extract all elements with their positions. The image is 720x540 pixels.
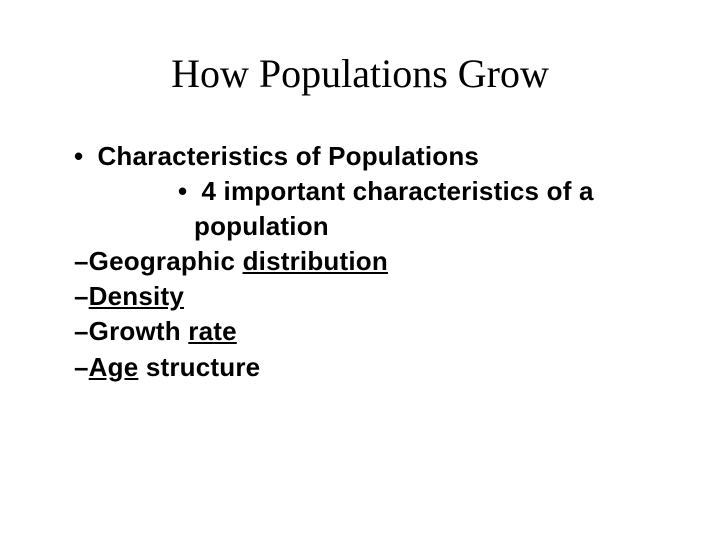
- dash-item-2: –Density: [62, 279, 670, 314]
- bullet-level2: 4 important characteristics of a populat…: [62, 174, 670, 244]
- dash-item-4-suffix: structure: [138, 352, 260, 382]
- dash-item-3: –Growth rate: [62, 314, 670, 349]
- bullet-level1-text: Characteristics of Populations: [97, 141, 479, 171]
- slide-title: How Populations Grow: [50, 50, 670, 97]
- dash-item-1-underlined: distribution: [243, 246, 388, 276]
- dash-item-1-prefix: –Geographic: [74, 246, 243, 276]
- bullet-level1: Characteristics of Populations: [62, 139, 670, 174]
- dash-item-2-underlined: Density: [89, 281, 184, 311]
- dash-item-1: –Geographic distribution: [62, 244, 670, 279]
- dash-item-3-prefix: –Growth: [74, 316, 188, 346]
- dash-item-4-prefix: –: [74, 352, 89, 382]
- dash-item-4: –Age structure: [62, 350, 670, 385]
- slide-body: Characteristics of Populations 4 importa…: [50, 139, 670, 385]
- dash-item-3-underlined: rate: [188, 316, 237, 346]
- bullet-level2-text: 4 important characteristics of a populat…: [194, 176, 594, 241]
- dash-item-2-prefix: –: [74, 281, 89, 311]
- dash-item-4-underlined: Age: [89, 352, 139, 382]
- slide-container: How Populations Grow Characteristics of …: [0, 0, 720, 540]
